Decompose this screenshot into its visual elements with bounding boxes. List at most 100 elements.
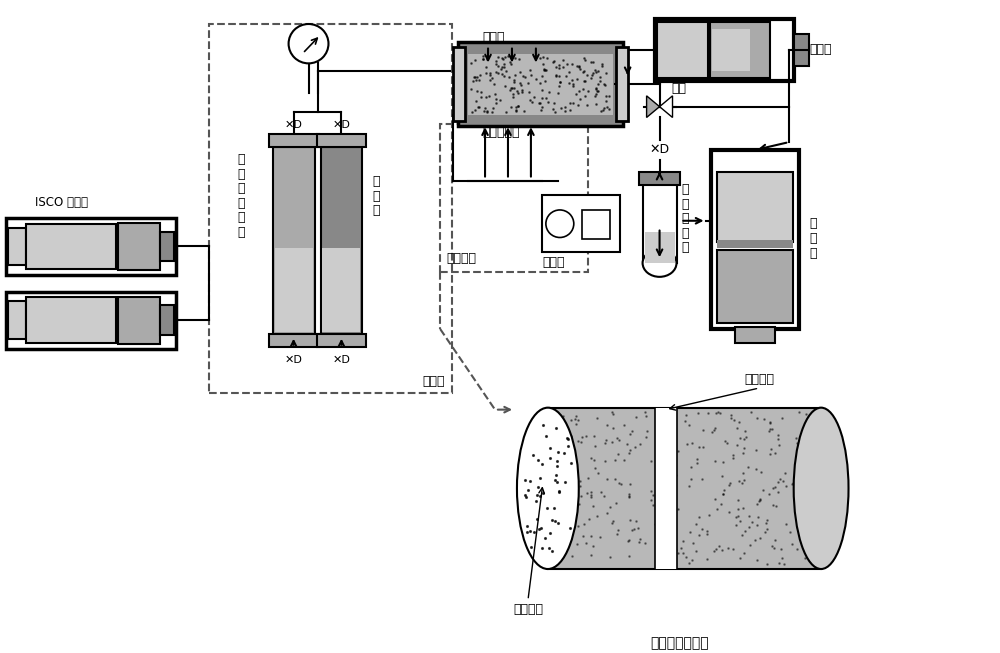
Point — [574, 432, 590, 442]
Point — [695, 441, 711, 452]
Point — [706, 424, 722, 435]
Point — [589, 511, 605, 522]
Text: ISCO 驱替泵: ISCO 驱替泵 — [35, 196, 88, 209]
Point — [656, 469, 672, 479]
Point — [762, 417, 778, 427]
Bar — [26, 298, 116, 343]
Point — [750, 512, 766, 522]
Point — [681, 420, 697, 430]
Point — [578, 537, 594, 548]
Point — [805, 434, 821, 445]
Point — [778, 518, 794, 529]
Point — [569, 60, 585, 71]
Point — [808, 475, 824, 486]
Point — [567, 456, 583, 467]
Point — [577, 91, 593, 102]
Ellipse shape — [794, 407, 849, 569]
Point — [743, 407, 759, 417]
Point — [563, 471, 579, 482]
Point — [757, 526, 773, 537]
Point — [683, 462, 699, 472]
Point — [607, 474, 623, 485]
Point — [726, 415, 742, 426]
Point — [560, 449, 576, 459]
Bar — [643, 182, 677, 263]
Point — [517, 72, 533, 83]
Text: 核磁共振: 核磁共振 — [446, 252, 476, 265]
Point — [681, 481, 697, 492]
Point — [473, 92, 489, 103]
Bar — [542, 195, 620, 252]
Point — [730, 495, 746, 505]
Point — [621, 489, 637, 500]
Point — [482, 67, 498, 78]
Point — [694, 474, 710, 485]
Point — [500, 51, 516, 61]
Point — [792, 450, 808, 460]
Point — [735, 468, 751, 478]
Point — [654, 504, 670, 515]
Point — [784, 539, 800, 550]
Point — [751, 496, 767, 506]
Point — [602, 552, 618, 562]
Point — [537, 65, 553, 75]
Point — [764, 540, 780, 550]
Point — [742, 539, 758, 550]
Point — [678, 409, 694, 420]
Point — [608, 498, 624, 509]
Point — [588, 83, 604, 93]
Point — [736, 475, 752, 485]
Point — [597, 79, 613, 89]
Point — [522, 65, 538, 76]
Point — [740, 462, 756, 472]
Point — [596, 79, 612, 89]
Point — [532, 53, 548, 63]
Point — [752, 494, 768, 504]
Point — [509, 86, 525, 97]
Point — [563, 495, 579, 505]
Point — [759, 559, 775, 569]
Bar — [717, 172, 793, 242]
Point — [799, 473, 815, 484]
Point — [539, 52, 555, 63]
Point — [795, 478, 811, 488]
Point — [575, 84, 591, 95]
Point — [563, 415, 579, 426]
Point — [475, 54, 491, 64]
Point — [467, 104, 483, 115]
Point — [488, 97, 504, 108]
Point — [730, 511, 746, 521]
Point — [758, 518, 774, 528]
Point — [583, 453, 599, 464]
Point — [759, 515, 775, 526]
Point — [564, 551, 580, 562]
Point — [473, 87, 489, 97]
Text: 岩心夹持器: 岩心夹持器 — [482, 126, 520, 139]
Point — [807, 415, 823, 426]
Bar — [655, 407, 677, 569]
Point — [475, 54, 491, 65]
Point — [650, 451, 666, 461]
Point — [585, 68, 601, 78]
Point — [720, 543, 736, 553]
Point — [536, 63, 552, 74]
Point — [638, 432, 654, 443]
Point — [503, 59, 519, 69]
Point — [604, 518, 620, 528]
Point — [721, 479, 737, 490]
Point — [699, 526, 715, 536]
Point — [774, 553, 790, 564]
Point — [468, 96, 484, 106]
Point — [794, 483, 810, 494]
Point — [466, 72, 482, 82]
Bar — [209, 24, 452, 393]
Point — [802, 524, 818, 534]
Text: 油
水
分
离
器: 油 水 分 离 器 — [681, 183, 689, 255]
Point — [604, 407, 620, 417]
Point — [645, 500, 661, 511]
Point — [506, 83, 522, 93]
Text: ✕D: ✕D — [649, 144, 670, 157]
Point — [589, 413, 605, 423]
Point — [484, 72, 500, 83]
Point — [637, 407, 653, 417]
